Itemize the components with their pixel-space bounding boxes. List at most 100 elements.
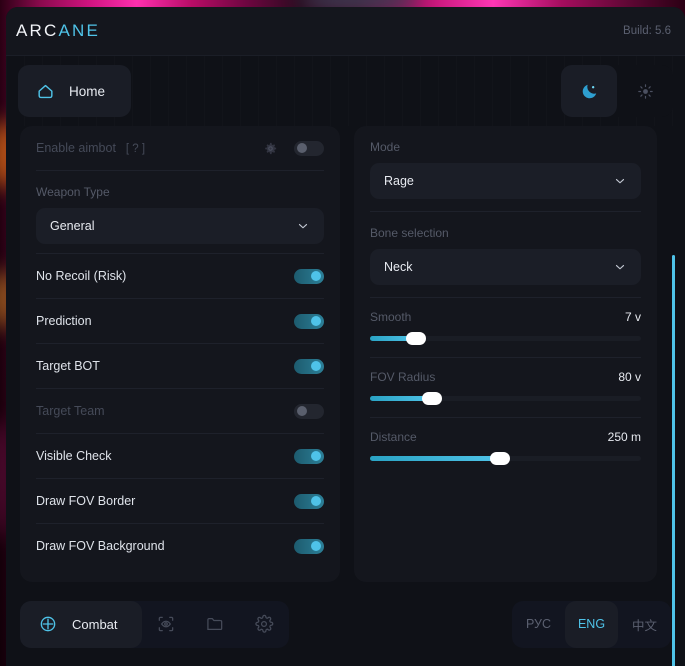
row-draw-fov-background[interactable]: Draw FOV Background [36, 524, 324, 568]
row-label: Draw FOV Border [36, 494, 136, 508]
divider [36, 343, 324, 344]
toggle-target-team[interactable] [294, 403, 324, 419]
row-label: Enable aimbot [36, 141, 116, 155]
toggle-knob [311, 496, 321, 506]
vertical-scrollbar[interactable] [672, 255, 675, 666]
toggle-knob [297, 406, 307, 416]
row-label: Target Team [36, 404, 105, 418]
slider-value: 7 v [624, 310, 641, 324]
divider [370, 297, 641, 298]
theme-dark-button[interactable] [561, 65, 617, 117]
slider-distance: Distance 250 m [354, 418, 657, 467]
toggle-visible-check[interactable] [294, 448, 324, 464]
slider-track[interactable] [370, 452, 641, 465]
row-draw-fov-border[interactable]: Draw FOV Border [36, 479, 324, 523]
left-settings-panel: Enable aimbot [ ? ] [20, 126, 340, 582]
slider-fill [370, 456, 501, 461]
row-target-team[interactable]: Target Team [36, 389, 324, 433]
build-version-label: Build: 5.6 [623, 25, 671, 37]
divider [370, 357, 641, 358]
row-visible-check[interactable]: Visible Check [36, 434, 324, 478]
chevron-down-icon [613, 260, 627, 274]
mode-dropdown[interactable]: Rage [370, 163, 641, 199]
left-toggle-list: No Recoil (Risk) Prediction Target BOT T… [20, 254, 340, 568]
toggle-knob [311, 541, 321, 551]
slider-label: Distance [370, 430, 417, 444]
bone-selection-dropdown[interactable]: Neck [370, 249, 641, 285]
toggle-draw-fov-background[interactable] [294, 538, 324, 554]
divider [36, 433, 324, 434]
divider [370, 417, 641, 418]
mode-value: Rage [384, 174, 414, 188]
weapon-type-dropdown[interactable]: General [36, 208, 324, 244]
toggle-knob [311, 451, 321, 461]
theme-switcher [561, 65, 673, 117]
aimbot-section: Enable aimbot [ ? ] [20, 126, 340, 170]
slider-smooth: Smooth 7 v [354, 298, 657, 347]
toggle-draw-fov-border[interactable] [294, 493, 324, 509]
row-label: Draw FOV Background [36, 539, 165, 553]
slider-thumb[interactable] [406, 332, 427, 345]
slider-track[interactable] [370, 392, 641, 405]
help-hint-label[interactable]: [ ? ] [125, 143, 146, 155]
toggle-prediction[interactable] [294, 313, 324, 329]
toggle-enable-aimbot[interactable] [294, 140, 324, 156]
gear-icon[interactable] [263, 141, 278, 156]
weapon-type-label: Weapon Type [36, 185, 110, 199]
lang-button-zho[interactable]: 中文 [631, 618, 657, 633]
weapon-type-section: Weapon Type General [20, 171, 340, 253]
toggle-knob [311, 361, 321, 371]
row-target-bot[interactable]: Target BOT [36, 344, 324, 388]
toggle-no-recoil[interactable] [294, 268, 324, 284]
bottom-bar: Combat [6, 582, 685, 666]
slider-track[interactable] [370, 332, 641, 345]
nav-item-combat-label: Combat [72, 616, 118, 632]
lang-button-rus[interactable]: РУС [525, 617, 552, 631]
divider [370, 211, 641, 212]
moon-icon [580, 82, 599, 101]
bottom-nav: Combat [20, 600, 289, 648]
content-area: Enable aimbot [ ? ] [6, 126, 685, 666]
logo-primary-text: ARC [16, 21, 59, 40]
home-icon [36, 82, 55, 101]
tab-home[interactable]: Home [18, 65, 132, 117]
slider-value: 80 v [618, 370, 641, 384]
divider [36, 523, 324, 524]
slider-thumb[interactable] [422, 392, 443, 405]
tab-bar: Home [6, 56, 685, 126]
toggle-knob [297, 143, 307, 153]
slider-thumb[interactable] [490, 452, 511, 465]
nav-item-combat[interactable]: Combat [20, 600, 142, 648]
row-label: No Recoil (Risk) [36, 269, 127, 283]
divider [36, 298, 324, 299]
theme-light-button[interactable] [617, 65, 673, 117]
slider-label: FOV Radius [370, 370, 436, 384]
sun-icon [637, 83, 654, 100]
bone-selection-value: Neck [384, 260, 413, 274]
toggle-knob [311, 271, 321, 281]
nav-item-settings[interactable] [240, 601, 289, 648]
title-bar: ARCANE Build: 5.6 [6, 7, 685, 56]
lang-button-eng[interactable]: ENG [565, 600, 618, 648]
divider [36, 478, 324, 479]
divider [36, 253, 324, 254]
nav-item-visuals[interactable] [142, 601, 191, 648]
logo-accent-text: ANE [58, 21, 101, 40]
row-label: Visible Check [36, 449, 112, 463]
row-label: Target BOT [36, 359, 100, 373]
row-no-recoil[interactable]: No Recoil (Risk) [36, 254, 324, 298]
row-label: Prediction [36, 314, 92, 328]
slider-fill [370, 396, 433, 401]
toggle-target-bot[interactable] [294, 358, 324, 374]
divider [36, 170, 324, 171]
row-enable-aimbot[interactable]: Enable aimbot [ ? ] [36, 126, 324, 170]
weapon-type-value: General [50, 219, 95, 233]
folder-icon [205, 614, 225, 634]
row-prediction[interactable]: Prediction [36, 299, 324, 343]
slider-value: 250 m [607, 430, 641, 444]
right-settings-panel: Mode Rage Bone selection Neck [354, 126, 657, 582]
slider-fill [370, 336, 417, 341]
nav-item-configs[interactable] [191, 601, 240, 648]
toggle-knob [311, 316, 321, 326]
chevron-down-icon [296, 219, 310, 233]
